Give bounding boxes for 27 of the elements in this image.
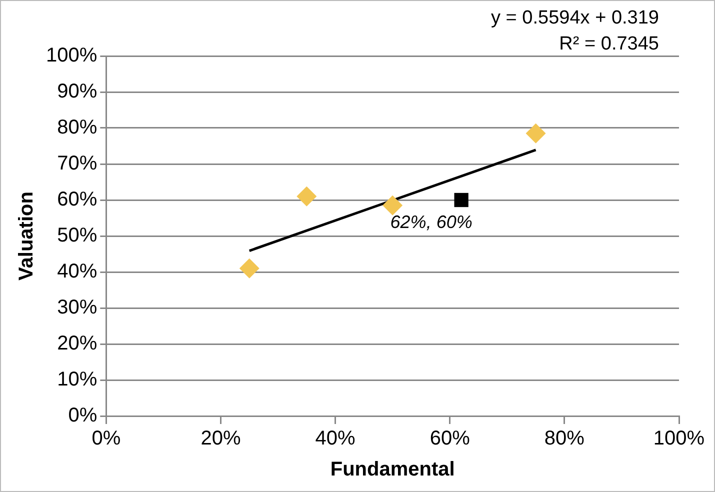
point — [296, 186, 317, 206]
y-tick-label: 20% — [57, 332, 98, 355]
text: R² = 0.7345 — [559, 34, 659, 55]
y-axis-title: Valuation — [16, 192, 38, 280]
x-tick-label: 80% — [544, 428, 585, 450]
x-tick-label: 20% — [200, 428, 241, 450]
point — [526, 123, 546, 144]
point — [239, 258, 260, 278]
x-tick-label: 40% — [315, 428, 356, 450]
y-tick-label: 70% — [57, 152, 98, 175]
y-tick-label: 40% — [57, 260, 98, 283]
y-tick-label: 80% — [57, 116, 98, 139]
x-tick-label: 60% — [430, 428, 470, 450]
y-tick-label: 30% — [57, 296, 98, 319]
y-tick-label: 0% — [68, 404, 98, 427]
x-axis-title: Fundamental — [330, 458, 455, 481]
x-tick-label: 100% — [653, 428, 705, 450]
y-tick-label: 100% — [46, 44, 98, 67]
data-label: 62%, 60% — [390, 212, 472, 232]
y-tick-label: 60% — [57, 188, 98, 211]
y-tick-label: 90% — [57, 80, 98, 103]
x-tick-label: 0% — [92, 428, 121, 450]
point — [454, 192, 468, 208]
text: y = 0.5594x + 0.319 — [491, 8, 659, 29]
y-tick-label: 10% — [57, 368, 98, 391]
point — [382, 195, 403, 216]
y-tick-label: 50% — [57, 224, 98, 247]
